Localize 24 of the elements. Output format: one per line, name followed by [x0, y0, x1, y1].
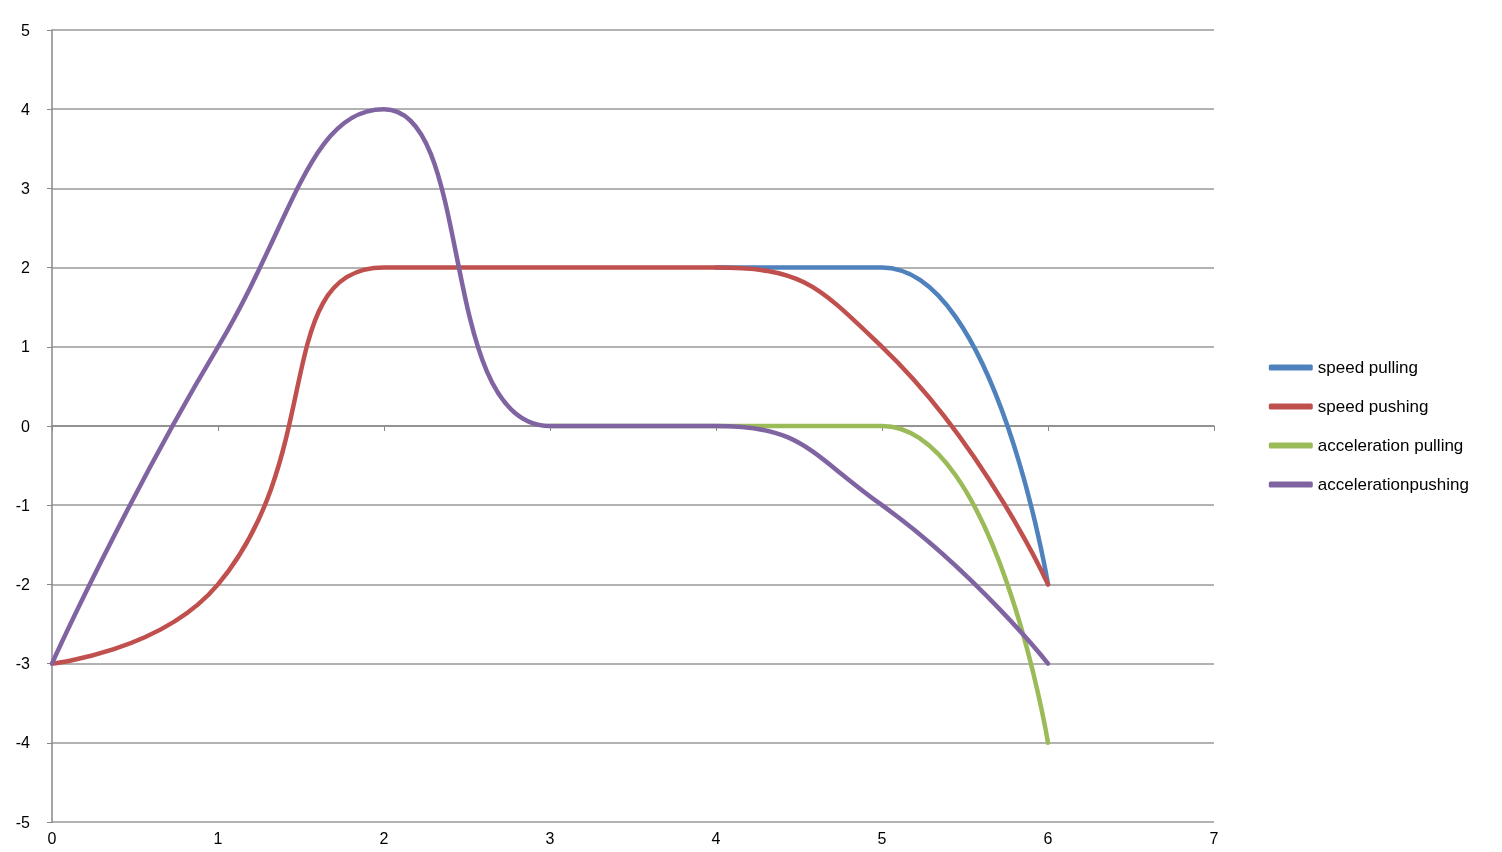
y-tick-label: -5	[15, 813, 31, 831]
x-tick-label: 6	[1043, 829, 1053, 847]
y-tick-label: 2	[21, 259, 31, 277]
y-tick-label: -4	[15, 734, 31, 752]
x-tick-label: 4	[711, 829, 721, 847]
x-tick-label: 2	[379, 829, 389, 847]
legend-label: speed pushing	[1317, 397, 1429, 416]
y-tick-label: 3	[21, 179, 31, 197]
y-tick-label: 5	[21, 21, 31, 39]
y-tick-label: 1	[21, 338, 31, 356]
x-tick-label: 7	[1209, 829, 1219, 847]
x-tick-label: 0	[47, 829, 57, 847]
x-tick-label: 5	[877, 829, 887, 847]
x-tick-label: 3	[545, 829, 555, 847]
legend-label: speed pulling	[1317, 358, 1418, 377]
y-tick-label: 0	[21, 417, 31, 435]
line-series	[49, 106, 1051, 666]
y-tick-label: -3	[15, 655, 31, 673]
x-tick-label: 1	[213, 829, 223, 847]
legend-label: acceleration pulling	[1317, 436, 1464, 455]
y-tick-label: -1	[15, 496, 31, 514]
y-tick-label: 4	[21, 100, 31, 118]
y-tick-label: -2	[15, 575, 31, 593]
legend-label: accelerationpushing	[1317, 475, 1469, 494]
